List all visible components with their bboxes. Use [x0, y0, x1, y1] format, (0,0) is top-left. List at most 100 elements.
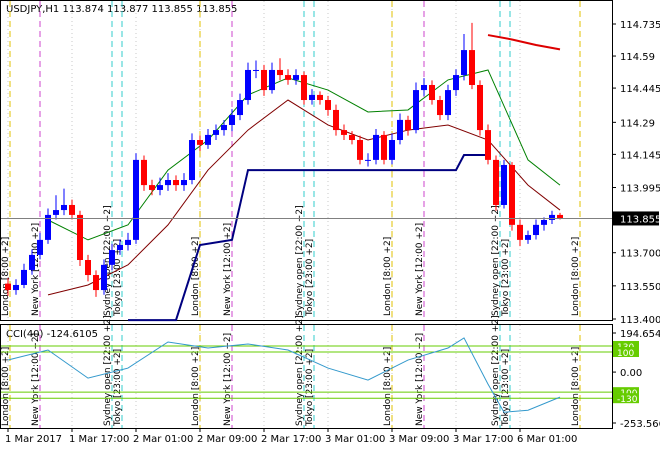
candle-body: [109, 250, 115, 265]
candle-body: [77, 214, 83, 260]
candle-body: [517, 224, 523, 240]
y-tick-label: 114.29: [620, 118, 655, 129]
candle-body: [205, 134, 211, 145]
candle-body: [261, 69, 267, 91]
session-label: Tokyo [23:00 +2]: [501, 239, 511, 317]
cci-level-label: -130: [617, 395, 638, 405]
candle-body: [493, 159, 499, 205]
session-label: New York [12:00 +2]: [223, 333, 233, 426]
indicator-line: [128, 154, 488, 322]
session-label: Tokyo [23:00 +2]: [305, 239, 315, 317]
candle-body: [125, 239, 131, 245]
candle-body: [341, 130, 347, 135]
session-label: Sydney open [22:00 +2]: [103, 315, 113, 426]
session-label: New York [12:00 +2]: [415, 223, 425, 316]
candle-body: [149, 185, 155, 190]
session-label: London [8:00 +2]: [191, 237, 201, 316]
candle-body: [285, 75, 291, 80]
x-tick-label: 1 Mar 17:00: [69, 434, 129, 445]
candle-body: [333, 109, 339, 131]
candle-body: [549, 214, 555, 221]
candle-body: [389, 140, 395, 160]
y-tick-label: 114.59: [620, 52, 655, 63]
session-label: London [8:00 +2]: [1, 237, 11, 316]
x-tick-label: 3 Mar 01:00: [325, 434, 385, 445]
candle-body: [477, 84, 483, 131]
y-tick-label: 113.995: [620, 184, 660, 195]
candle-body: [173, 180, 179, 186]
candle-body: [253, 69, 259, 71]
candle-body: [501, 164, 507, 205]
chart-title: USDJPY,H1 113.874 113.877 113.855 113.85…: [6, 4, 237, 15]
candle-body: [557, 214, 563, 219]
candle-body: [525, 235, 531, 240]
session-label: Tokyo [23:00 +2]: [305, 349, 315, 427]
candle-body: [237, 100, 243, 116]
candle-body: [117, 244, 123, 251]
cci-level-box: [613, 387, 639, 398]
x-tick-label: 3 Mar 17:00: [453, 434, 513, 445]
y-tick-label: 113.700: [620, 249, 660, 260]
candle-body: [453, 75, 459, 91]
cci-title: CCI(40) -124.6105: [6, 329, 98, 340]
candle-body: [445, 90, 451, 116]
candle-body: [213, 130, 219, 135]
session-label: New York [12:00 +2]: [223, 223, 233, 316]
indicator-line: [47, 99, 561, 296]
x-tick-label: 2 Mar 17:00: [261, 434, 321, 445]
candle-body: [221, 124, 227, 131]
session-label: Tokyo [23:00 +2]: [113, 349, 123, 427]
candle-body: [357, 140, 363, 160]
session-label: New York [12:00 +2]: [415, 333, 425, 426]
candle-body: [245, 69, 251, 101]
candle-body: [293, 75, 299, 80]
candle-body: [269, 69, 275, 91]
y-tick-label: 113.400: [620, 315, 660, 326]
candle-body: [277, 69, 283, 76]
x-tick-label: 3 Mar 09:00: [389, 434, 449, 445]
session-label: London [8:00 +2]: [383, 237, 393, 316]
candle-body: [405, 119, 411, 131]
x-tick-label: 6 Mar 01:00: [517, 434, 577, 445]
y-tick-label: 114.735: [620, 20, 660, 31]
y-tick-label: -253.5665: [620, 419, 660, 430]
session-label: London [8:00 +2]: [1, 347, 11, 426]
x-tick-label: 1 Mar 2017: [5, 434, 62, 445]
candle-body: [421, 84, 427, 91]
session-label: Sydney open [22:00 +2]: [295, 315, 305, 426]
candle-body: [317, 94, 323, 101]
candle-body: [13, 284, 19, 291]
indicator-line: [487, 34, 561, 51]
session-label: London [8:00 +2]: [191, 347, 201, 426]
candle-body: [197, 140, 203, 145]
candle-body: [301, 75, 307, 101]
candle-body: [181, 180, 187, 186]
current-price-label: 113.855: [620, 214, 660, 225]
candle-body: [141, 159, 147, 186]
session-label: Sydney open [22:00 +2]: [103, 205, 113, 316]
session-label: London [8:00 +2]: [571, 347, 581, 426]
y-tick-label: 114.445: [620, 84, 660, 95]
candle-body: [85, 260, 91, 276]
candle-body: [37, 239, 43, 255]
candle-body: [365, 159, 371, 161]
cci-level-box: [613, 393, 639, 404]
candle-body: [157, 185, 163, 190]
candle-body: [165, 180, 171, 186]
candle-body: [325, 100, 331, 110]
cci-level-box: [613, 340, 639, 351]
candle-body: [189, 140, 195, 181]
current-price-box: [613, 211, 659, 226]
y-tick-label: 114.145: [620, 150, 660, 161]
session-label: Tokyo [23:00 +2]: [501, 349, 511, 427]
session-label: London [8:00 +2]: [571, 237, 581, 316]
candle-body: [45, 214, 51, 240]
cci-level-label: 100: [617, 349, 634, 359]
candle-body: [469, 50, 475, 85]
cci-level-box: [613, 347, 639, 358]
candle-body: [461, 50, 467, 76]
candle-body: [485, 130, 491, 160]
candle-body: [229, 115, 235, 125]
candle-body: [61, 204, 67, 211]
